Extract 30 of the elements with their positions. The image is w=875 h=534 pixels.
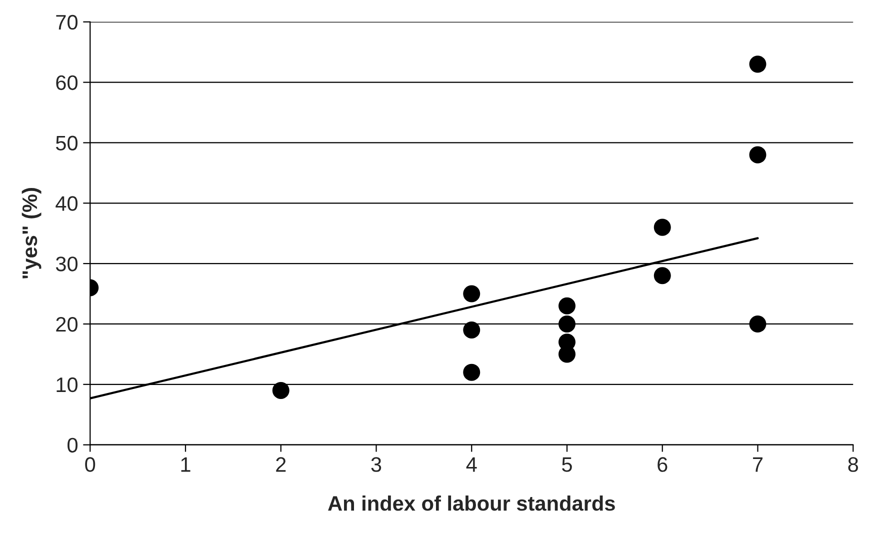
point [558,297,576,314]
y-axis-title: "yes" (%) [22,188,42,278]
y-tick-label: 30 [56,256,78,272]
y-tick-label: 50 [56,136,78,150]
point [463,364,480,381]
point [272,382,290,399]
point [749,146,766,164]
point [749,315,766,332]
point [463,322,480,339]
x-tick-label: 1 [181,457,190,472]
x-tick-label: 6 [658,457,668,472]
x-tick-label: 0 [85,457,96,472]
point [654,218,671,236]
y-tick-label: 10 [56,377,78,392]
point [463,285,480,302]
x-tick-label: 4 [466,457,477,472]
x-tick-label: 7 [753,457,762,472]
y-tick-label: 0 [68,438,78,453]
y-tick-label: 70 [56,14,78,30]
x-axis-title: An index of labour standards [328,495,615,511]
x-tick-label: 5 [562,457,572,472]
point [654,267,671,284]
point [749,56,766,73]
y-tick-label: 40 [56,196,78,211]
x-tick-label: 8 [848,457,858,472]
point [558,315,576,332]
y-tick-label: 60 [56,75,78,90]
y-tick-label: 20 [56,316,78,332]
x-tick-label: 2 [276,457,286,472]
x-tick-label: 3 [371,457,382,472]
